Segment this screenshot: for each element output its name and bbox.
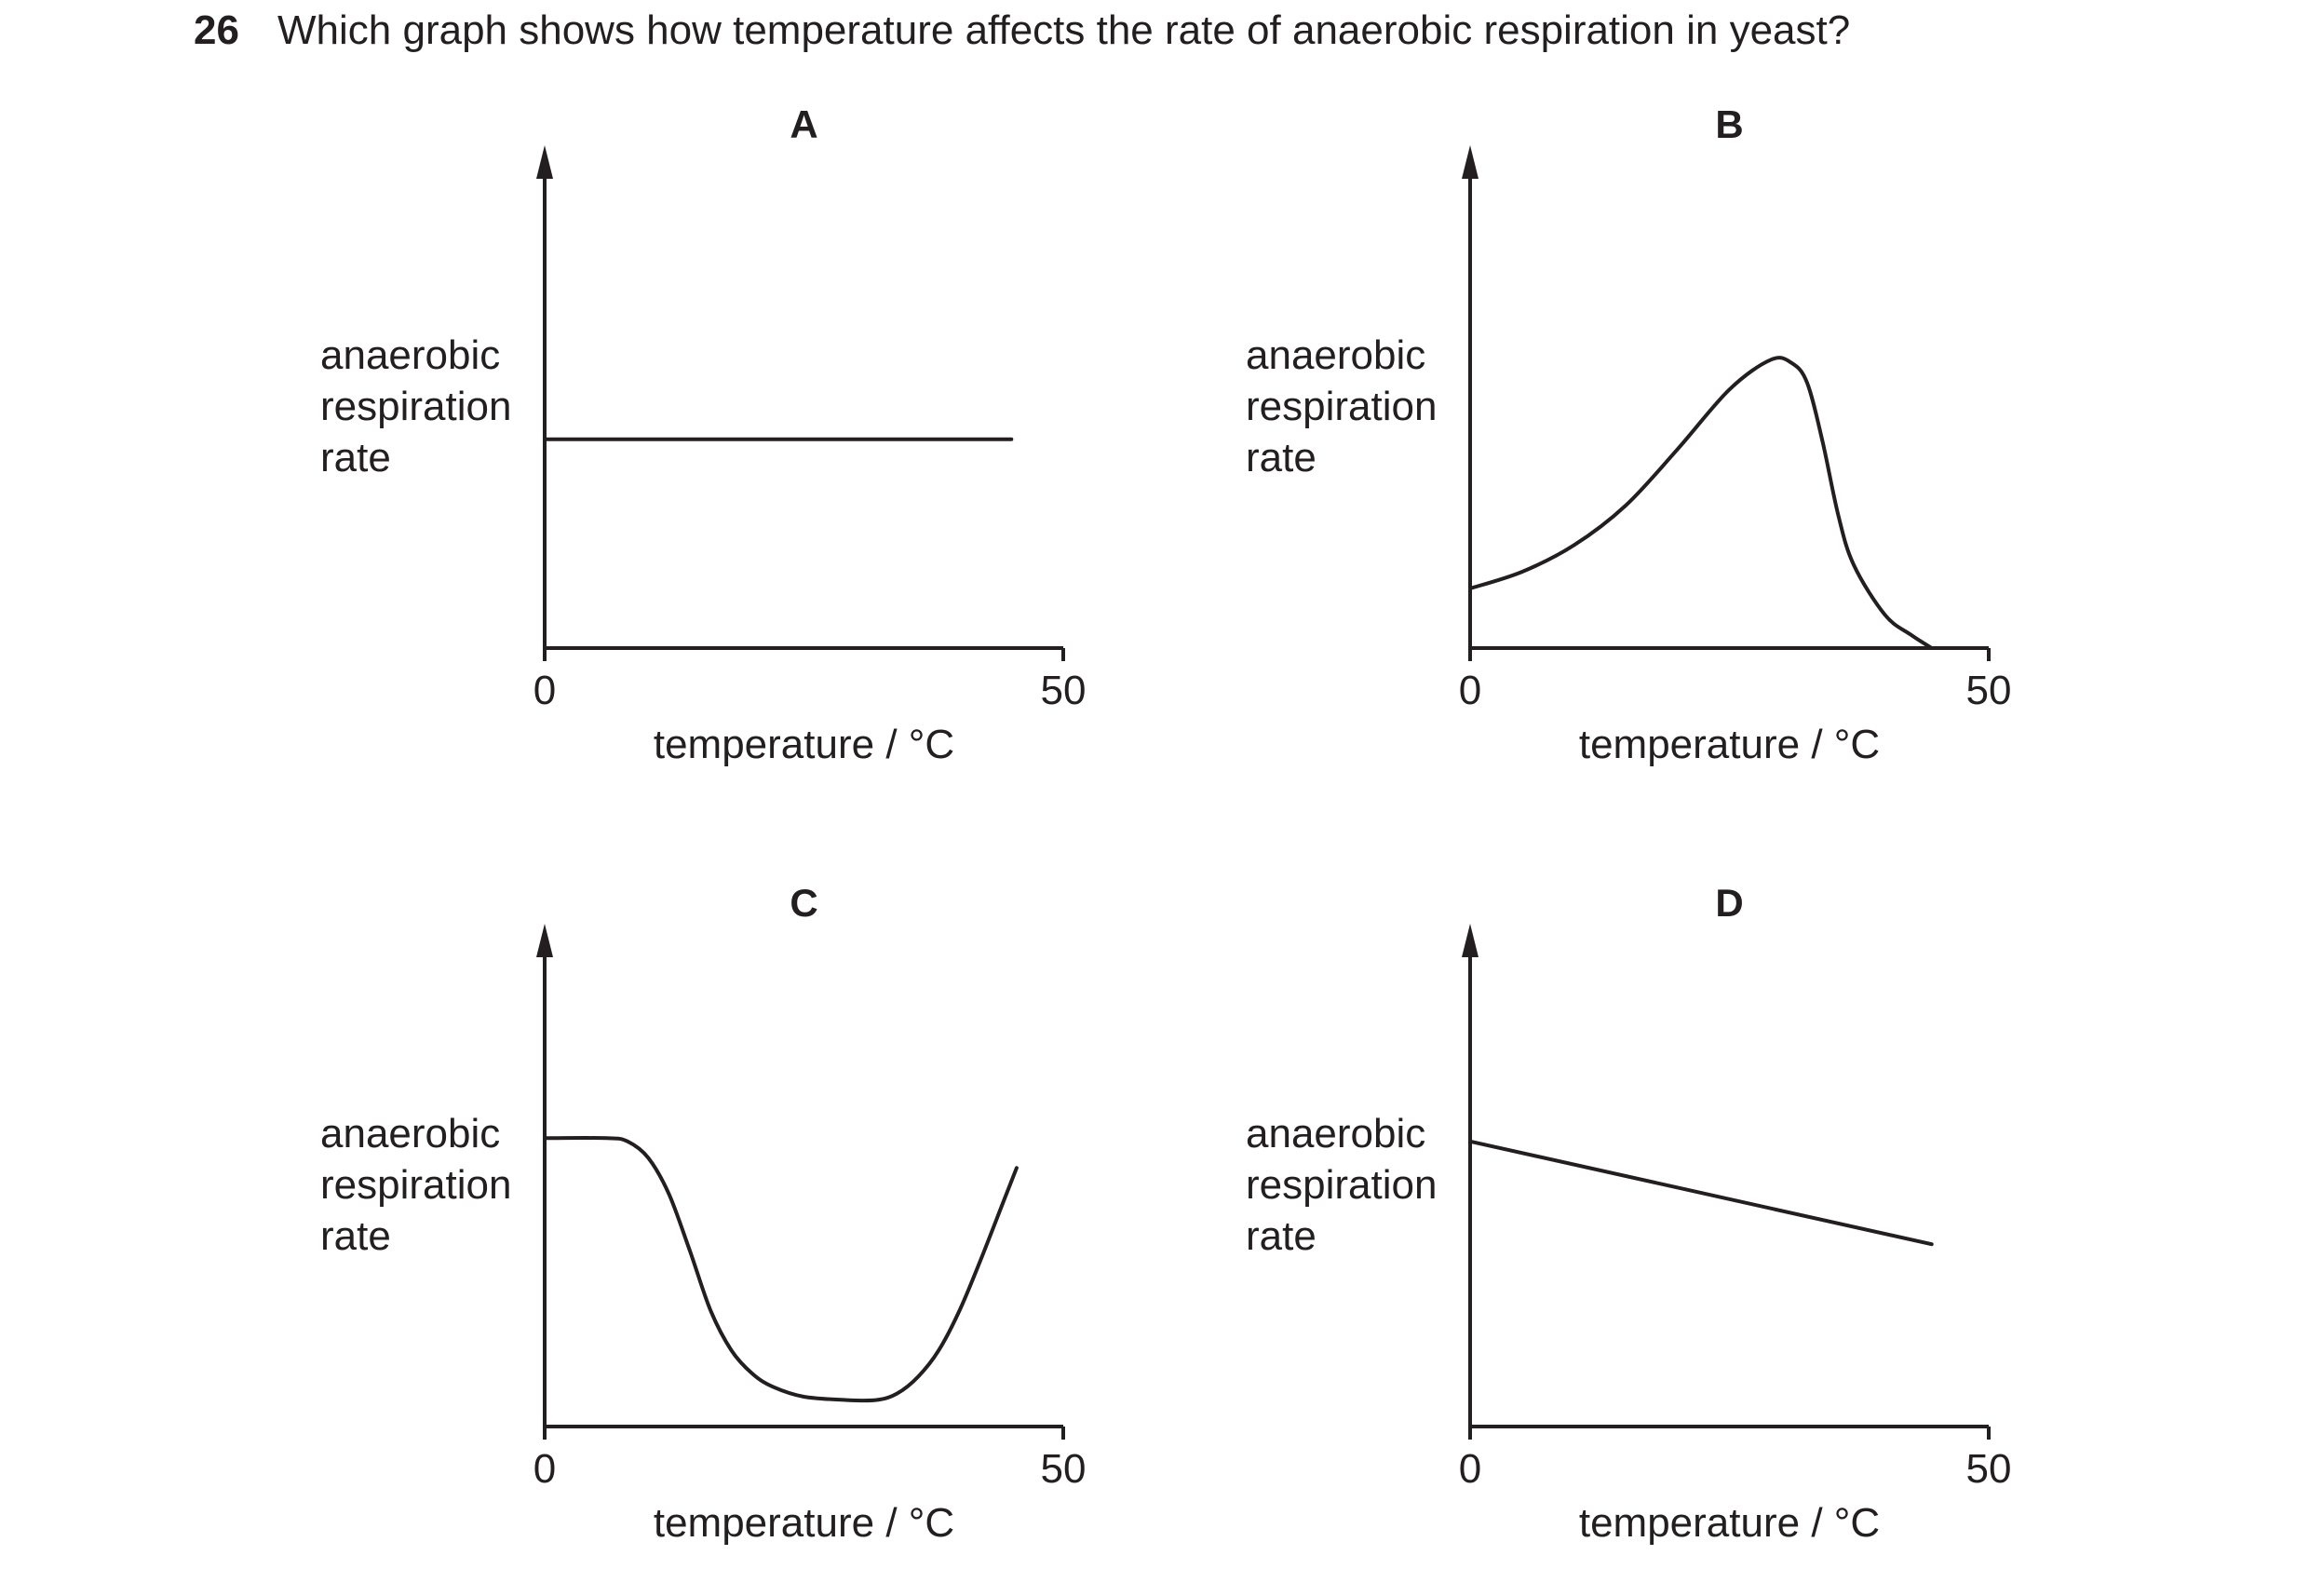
question-line: 26 Which graph shows how temperature affe… — [194, 7, 1850, 54]
question-number: 26 — [194, 7, 239, 53]
y-axis-label-line: rate — [1246, 435, 1317, 480]
x-tick-label: 50 — [1966, 668, 2012, 713]
y-axis-label-line: respiration — [320, 1162, 511, 1208]
x-tick-label: 0 — [533, 1446, 556, 1492]
data-curve — [1468, 1139, 1934, 1247]
x-axis-label: temperature / °C — [1579, 1500, 1880, 1546]
y-axis-label-line: anaerobic — [320, 1111, 500, 1156]
question-text: Which graph shows how temperature affect… — [277, 7, 1851, 53]
x-tick-label: 50 — [1041, 668, 1087, 713]
data-curve — [543, 1136, 1019, 1403]
y-axis-arrowhead — [536, 924, 553, 957]
data-curve — [1468, 356, 1934, 650]
y-axis-label-line: respiration — [320, 384, 511, 429]
y-axis-label-line: respiration — [1246, 1162, 1437, 1208]
panel-letter: C — [790, 881, 817, 925]
y-axis-label-line: rate — [1246, 1213, 1317, 1259]
y-axis-label-line: anaerobic — [1246, 332, 1425, 378]
y-axis-label-line: rate — [320, 1213, 391, 1259]
y-axis-arrowhead — [536, 145, 553, 179]
x-axis-label: temperature / °C — [654, 1500, 954, 1546]
x-tick-label: 50 — [1041, 1446, 1087, 1492]
panel-letter: A — [790, 102, 817, 146]
x-tick-label: 50 — [1966, 1446, 2012, 1492]
x-tick-label: 0 — [533, 668, 556, 713]
y-axis-label-line: respiration — [1246, 384, 1437, 429]
y-axis-label-line: anaerobic — [1246, 1111, 1425, 1156]
x-tick-label: 0 — [1459, 668, 1481, 713]
x-tick-label: 0 — [1459, 1446, 1481, 1492]
x-axis-label: temperature / °C — [1579, 722, 1880, 767]
y-axis-label-line: anaerobic — [320, 332, 500, 378]
y-axis-arrowhead — [1462, 145, 1479, 179]
x-axis-label: temperature / °C — [654, 722, 954, 767]
panel-letter: B — [1715, 102, 1743, 146]
y-axis-label-line: rate — [320, 435, 391, 480]
panel-letter: D — [1715, 881, 1743, 925]
y-axis-arrowhead — [1462, 924, 1479, 957]
